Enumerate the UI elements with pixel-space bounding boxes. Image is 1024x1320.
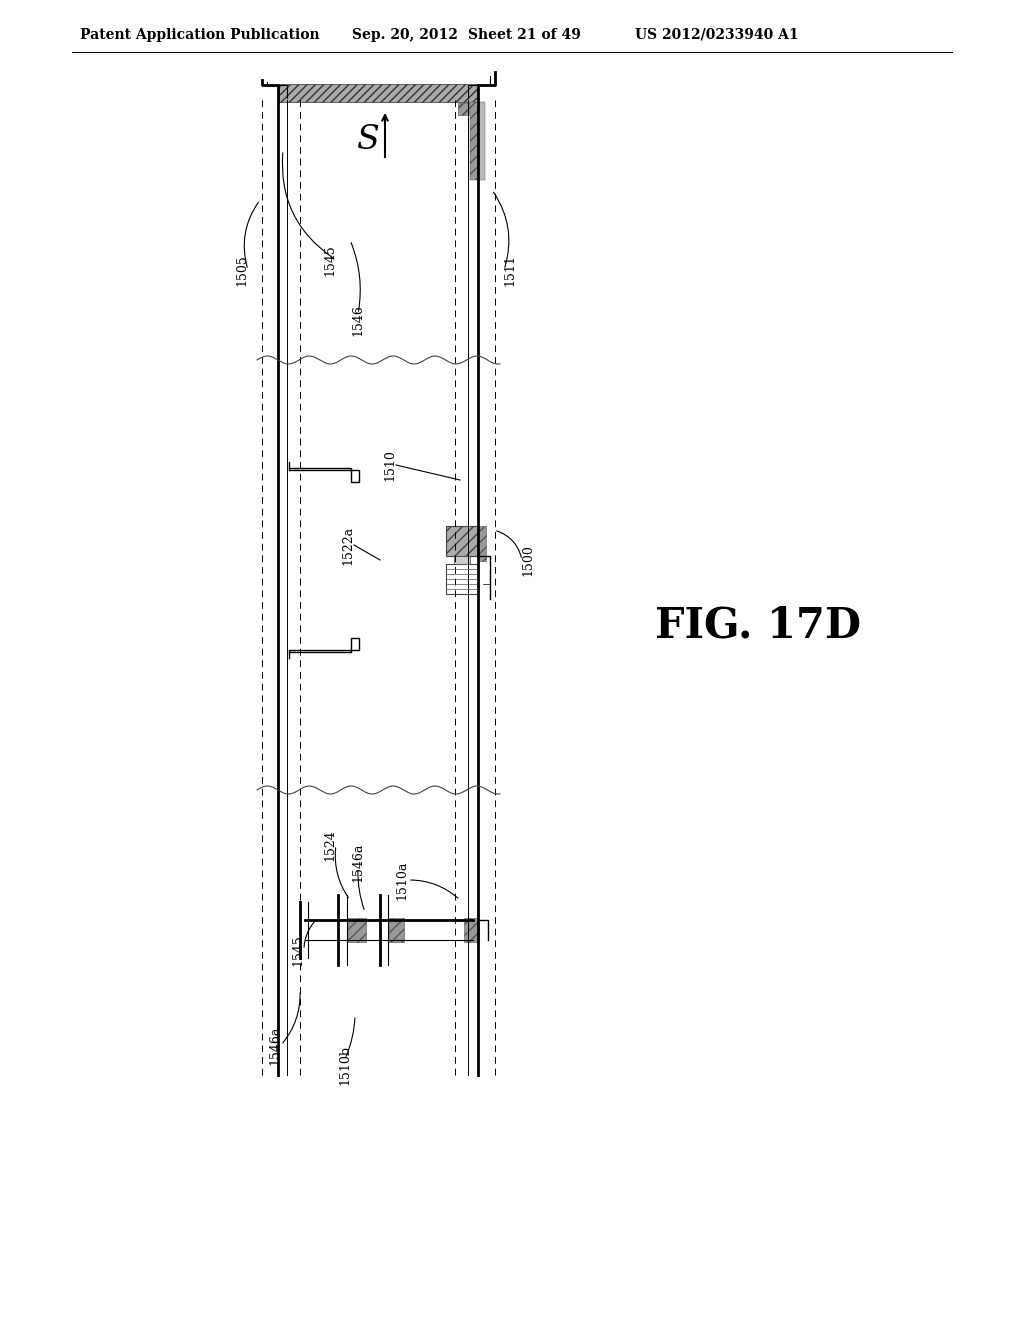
Text: US 2012/0233940 A1: US 2012/0233940 A1 xyxy=(635,28,799,42)
Bar xyxy=(464,917,479,942)
Text: 1500: 1500 xyxy=(521,544,535,576)
Bar xyxy=(446,564,478,594)
Text: 1510: 1510 xyxy=(384,449,396,480)
Text: 1505: 1505 xyxy=(236,255,249,286)
Text: S: S xyxy=(355,124,379,156)
Bar xyxy=(454,556,470,564)
Text: 1511: 1511 xyxy=(504,253,516,286)
Bar xyxy=(458,103,470,115)
Text: Sep. 20, 2012: Sep. 20, 2012 xyxy=(352,28,458,42)
Bar xyxy=(348,917,366,942)
Bar xyxy=(470,102,478,180)
Text: 1510a: 1510a xyxy=(395,861,409,900)
Bar xyxy=(479,102,485,180)
Bar xyxy=(446,525,478,556)
Text: FIG. 17D: FIG. 17D xyxy=(655,605,861,645)
Text: 1545: 1545 xyxy=(292,935,304,966)
Text: 1546: 1546 xyxy=(351,304,365,335)
Text: Patent Application Publication: Patent Application Publication xyxy=(80,28,319,42)
Text: 1545: 1545 xyxy=(324,244,337,276)
Text: Sheet 21 of 49: Sheet 21 of 49 xyxy=(468,28,581,42)
Text: 1546a: 1546a xyxy=(268,1026,282,1065)
Text: 1522a: 1522a xyxy=(341,525,354,565)
Text: 1510b: 1510b xyxy=(339,1045,351,1085)
Text: 1546a: 1546a xyxy=(351,842,365,882)
Bar xyxy=(389,917,404,942)
Bar xyxy=(278,84,478,102)
Bar xyxy=(478,525,486,561)
Text: 1524: 1524 xyxy=(324,829,337,861)
